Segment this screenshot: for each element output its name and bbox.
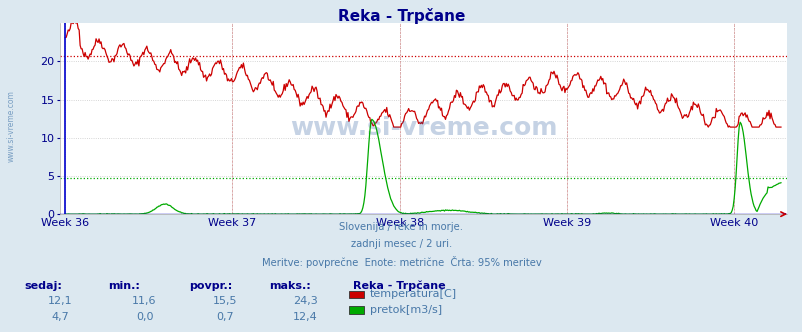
Text: min.:: min.: [108,281,140,290]
Text: 4,7: 4,7 [51,312,69,322]
Text: 12,1: 12,1 [48,296,72,306]
Text: 24,3: 24,3 [293,296,317,306]
Text: 12,4: 12,4 [293,312,317,322]
Text: povpr.:: povpr.: [188,281,232,290]
Text: 11,6: 11,6 [132,296,156,306]
Text: sedaj:: sedaj: [24,281,62,290]
Text: www.si-vreme.com: www.si-vreme.com [290,116,557,140]
Text: Slovenija / reke in morje.: Slovenija / reke in morje. [339,222,463,232]
Text: zadnji mesec / 2 uri.: zadnji mesec / 2 uri. [350,239,452,249]
Text: Reka - Trpčane: Reka - Trpčane [353,281,445,291]
Text: pretok[m3/s]: pretok[m3/s] [370,305,442,315]
Text: 0,7: 0,7 [216,312,233,322]
Text: www.si-vreme.com: www.si-vreme.com [6,90,15,162]
Text: 0,0: 0,0 [136,312,153,322]
Text: maks.:: maks.: [269,281,310,290]
Text: 15,5: 15,5 [213,296,237,306]
Text: Meritve: povprečne  Enote: metrične  Črta: 95% meritev: Meritve: povprečne Enote: metrične Črta:… [261,256,541,268]
Text: temperatura[C]: temperatura[C] [370,289,456,299]
Text: Reka - Trpčane: Reka - Trpčane [338,8,464,24]
